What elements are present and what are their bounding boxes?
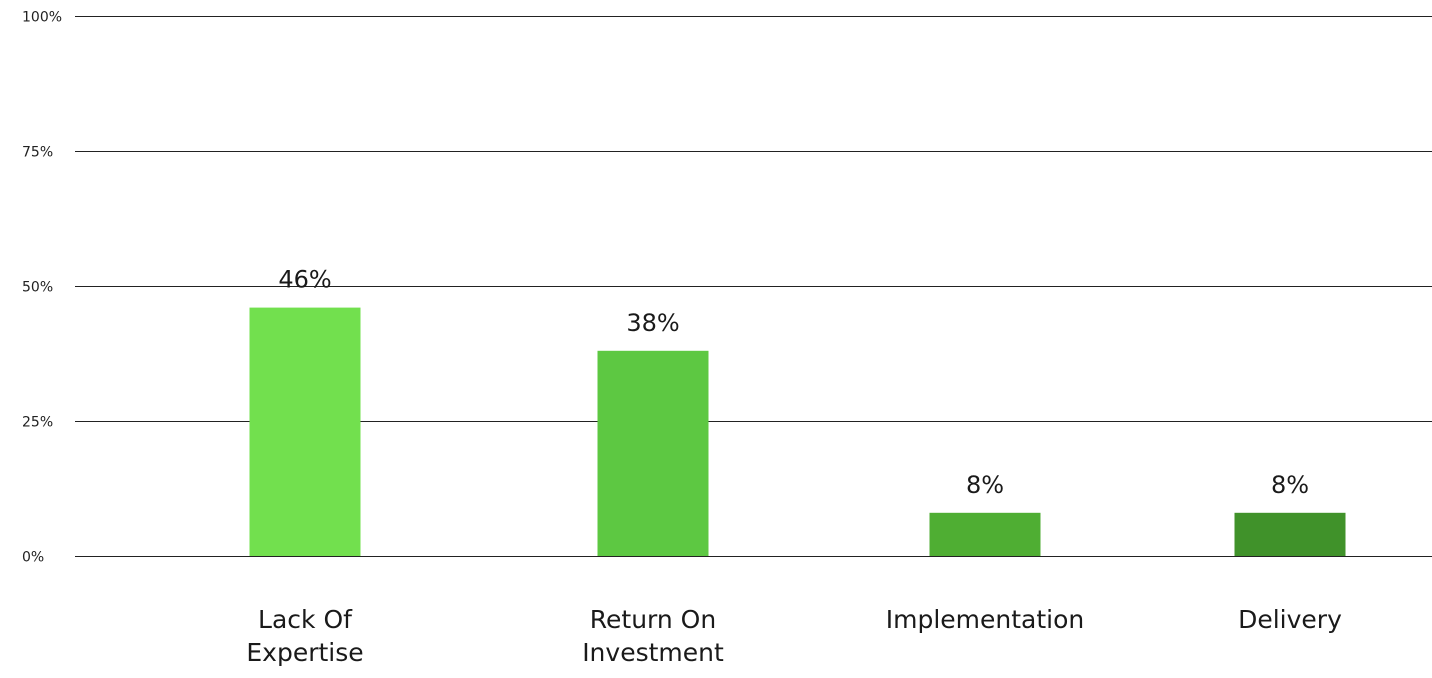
y-tick-label: 50%: [22, 280, 53, 296]
bar: [249, 307, 361, 556]
category-label: Lack Of Expertise: [246, 605, 363, 667]
y-tick-label: 0%: [22, 550, 44, 566]
bar: [929, 512, 1041, 556]
data-labels: 46% 38% 8% 8%: [278, 266, 1309, 499]
data-label: 8%: [966, 471, 1004, 499]
category-label: Return On Investment: [582, 605, 724, 667]
category-label: Delivery: [1238, 605, 1342, 634]
bar: [597, 350, 709, 556]
bar: [1234, 512, 1346, 556]
x-axis-category-labels: Lack Of Expertise Return On Investment Imple…: [246, 605, 1342, 667]
data-label: 8%: [1271, 471, 1309, 499]
bars: [249, 307, 1346, 556]
y-tick-label: 100%: [22, 10, 62, 26]
category-label: Implementation: [886, 605, 1085, 634]
data-label: 46%: [278, 266, 331, 294]
data-label: 38%: [626, 309, 679, 337]
y-tick-label: 25%: [22, 415, 53, 431]
y-tick-label: 75%: [22, 145, 53, 161]
y-axis-tick-labels: 0% 25% 50% 75% 100%: [22, 10, 62, 566]
